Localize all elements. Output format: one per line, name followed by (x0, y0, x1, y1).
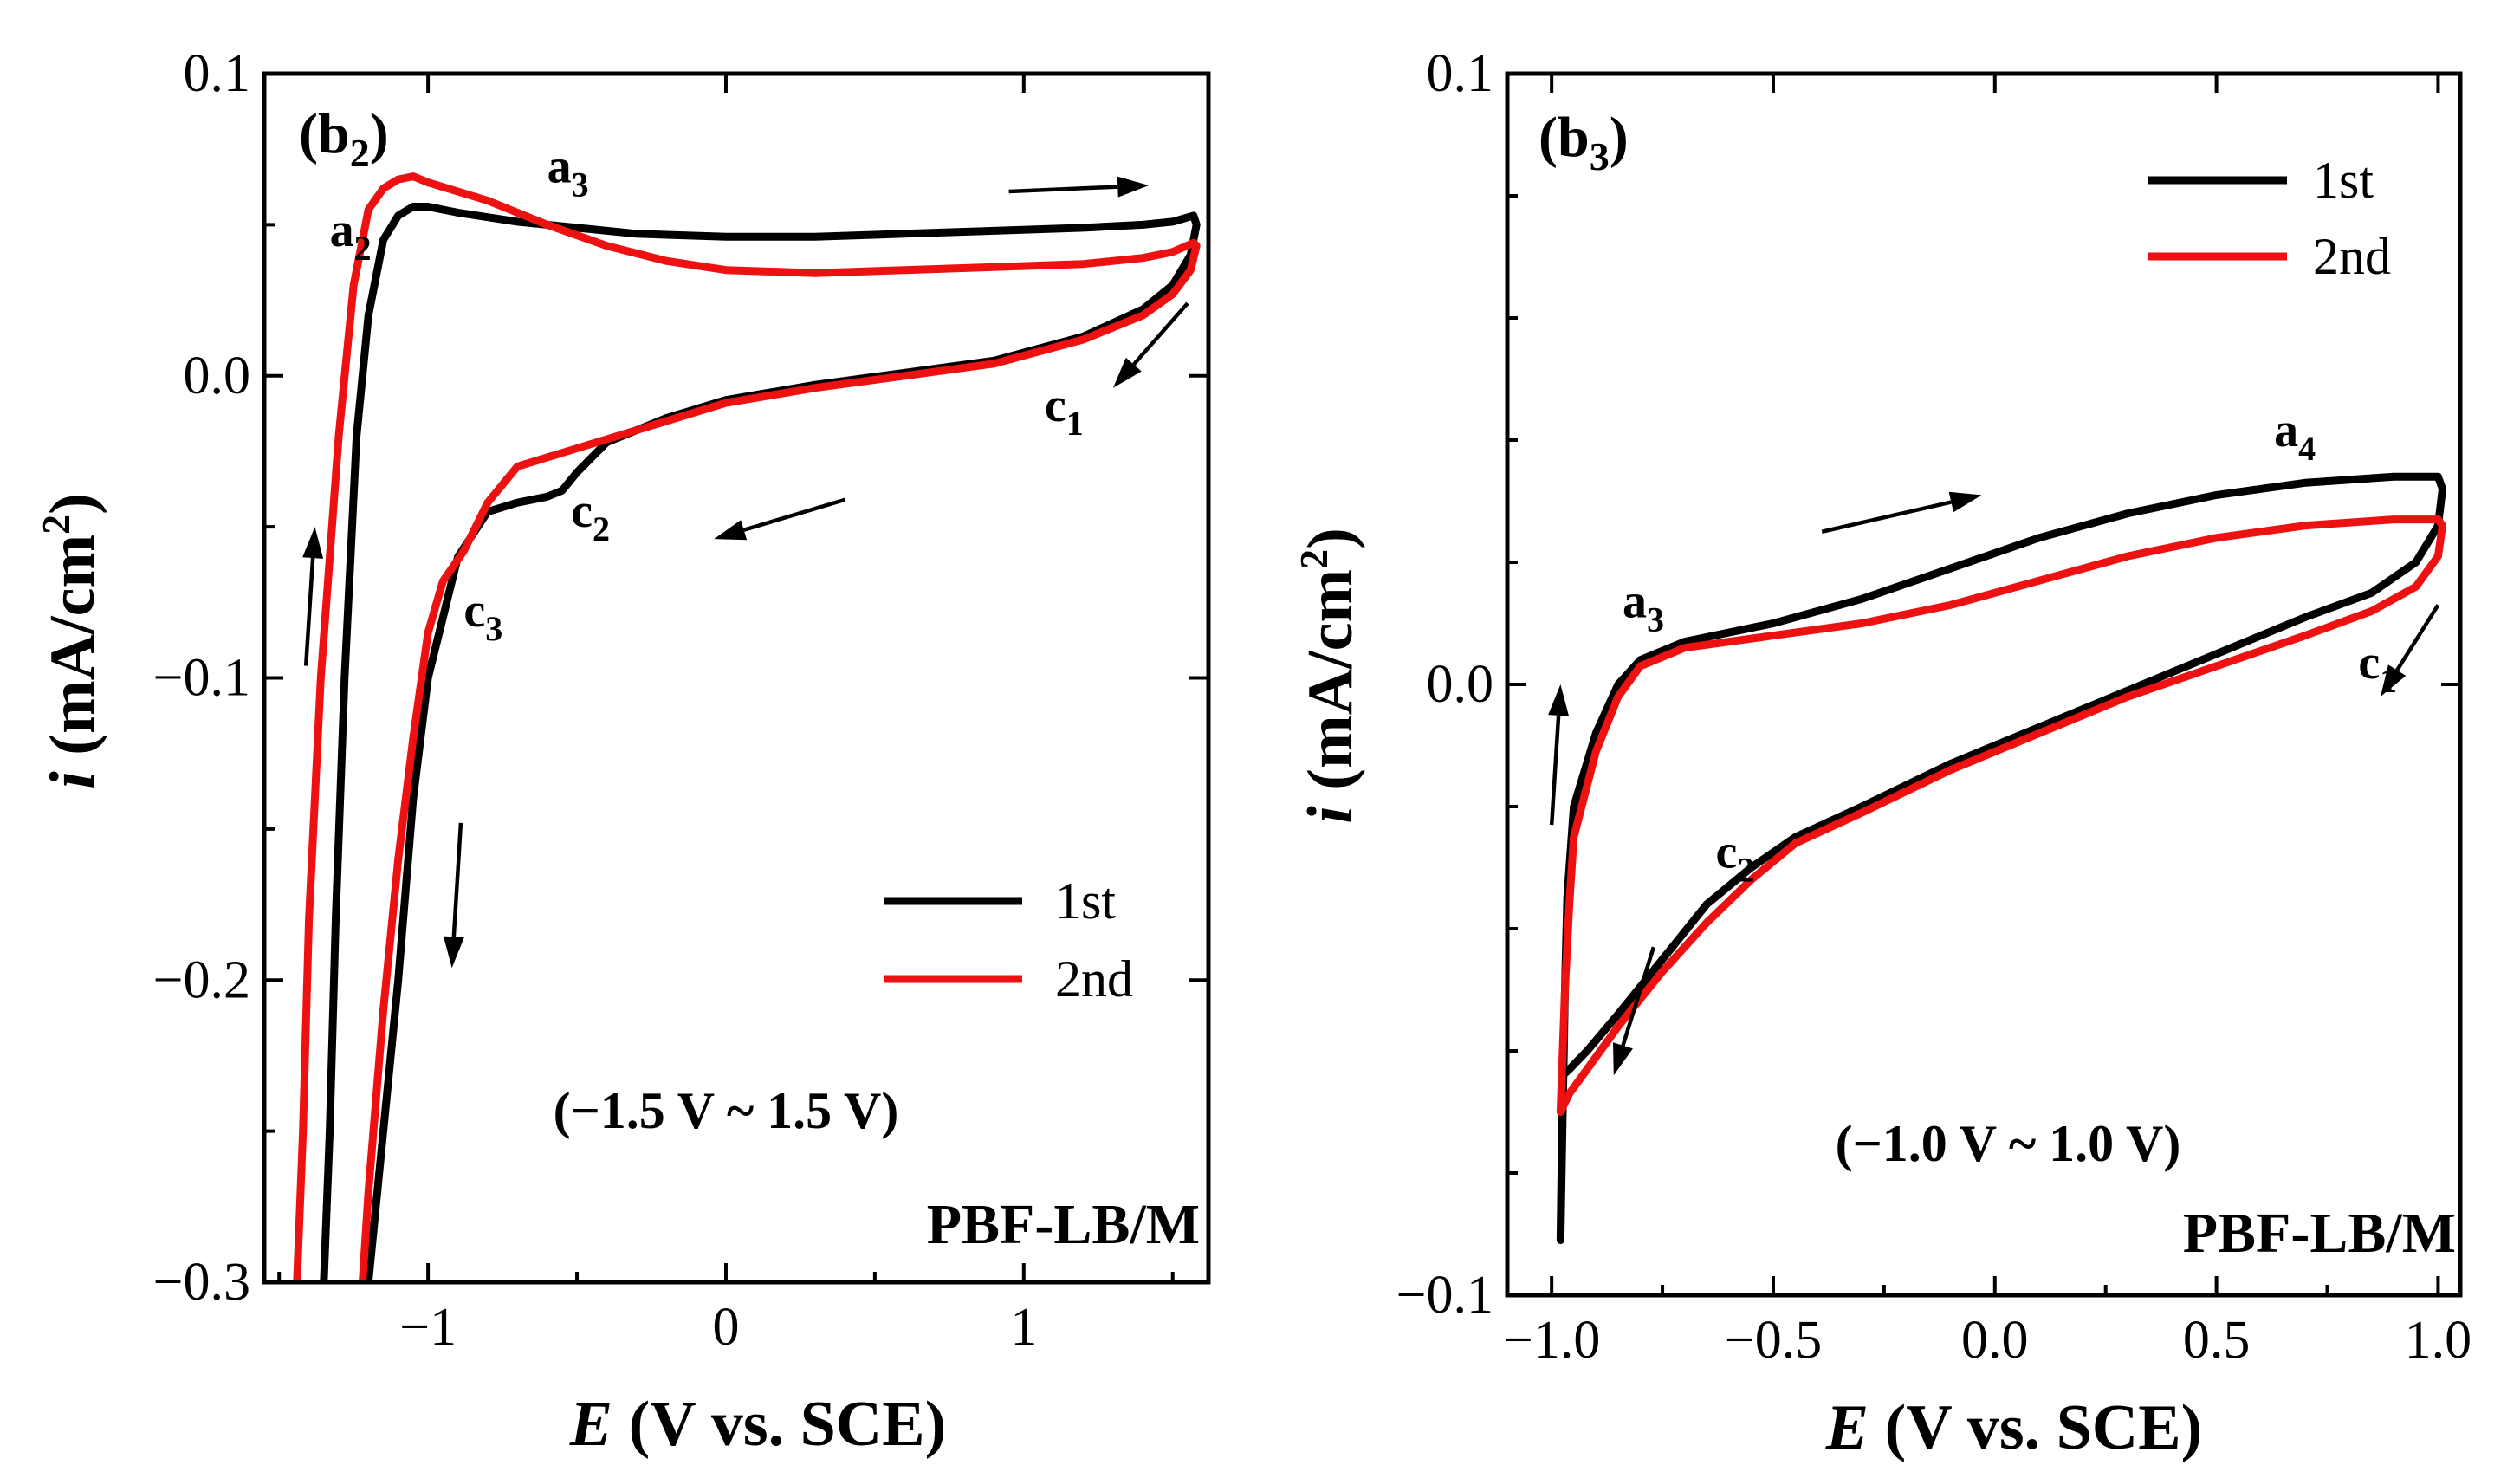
y-tick-label: 0.1 (184, 44, 251, 103)
direction-arrow (1613, 946, 1655, 1076)
series-2nd-curve (293, 172, 1201, 1282)
annotations-group: a3 a4 c1 c2 (1623, 404, 2397, 889)
y-tick-label: 0.0 (1427, 655, 1494, 714)
peak-label-c3: c3 (463, 584, 502, 648)
potential-range-label: (−1.5 V ~ 1.5 V) (554, 1082, 899, 1139)
legend: 1st 2nd (884, 872, 1133, 1008)
peak-label-c2: c2 (571, 484, 610, 548)
panel-label: (b3) (1539, 106, 1629, 178)
x-tick-label: 0.0 (1961, 1311, 2029, 1370)
x-tick-label: −0.5 (1725, 1311, 1822, 1370)
direction-arrow (443, 822, 464, 969)
peak-label-c1: c1 (1045, 379, 1084, 443)
sample-label: PBF-LB/M (2183, 1202, 2456, 1265)
peak-label-c2: c2 (1715, 826, 1754, 890)
x-tick-label: 1 (1010, 1298, 1037, 1357)
x-tick-label: 0 (712, 1298, 739, 1357)
y-tick-label: −0.1 (153, 649, 250, 708)
x-axis-title: E (V vs. SCE) (569, 1389, 947, 1460)
y-tick-label: −0.1 (1396, 1266, 1493, 1325)
legend: 1st 2nd (2148, 152, 2391, 285)
direction-arrow (2380, 604, 2440, 697)
y-tick-label: 0.1 (1427, 44, 1494, 103)
peak-label-a3: a3 (1623, 574, 1664, 639)
y-tick-label: −0.2 (153, 950, 250, 1009)
annotations-group: a2 a3 c1 c2 c3 (330, 140, 1084, 649)
y-axis-title: i (mA/cm2) (34, 493, 108, 789)
series-2nd-curve (1556, 515, 2446, 1116)
x-axis-title: E (V vs. SCE) (1825, 1392, 2203, 1463)
svg-text:E (V vs. SCE): E (V vs. SCE) (1825, 1392, 2203, 1463)
direction-arrow (1008, 176, 1150, 198)
sample-label: PBF-LB/M (927, 1193, 1200, 1256)
plot-frame (262, 71, 1211, 1285)
svg-text:i (mA/cm2): i (mA/cm2) (34, 493, 108, 789)
series-1st-curve (320, 203, 1201, 1282)
y-axis-title: i (mA/cm2) (1292, 528, 1366, 824)
y-tick-label: −0.3 (153, 1253, 250, 1312)
curves-group (293, 172, 1201, 1282)
ticks-group: −1 0 1 −0.3 −0.2 −0.1 0.0 0.1 (153, 44, 1208, 1357)
legend-label-1st: 1st (1055, 872, 1116, 930)
curves-group (1556, 472, 2446, 1244)
direction-arrow (714, 497, 846, 541)
chart-panel-b3: i (mA/cm2) E (V vs. SCE) −1.0 −0.5 0.0 0.5 1… (1292, 44, 2471, 1463)
direction-arrow (1112, 301, 1189, 388)
svg-text:i (mA/cm2): i (mA/cm2) (1292, 528, 1366, 824)
x-tick-label: 0.5 (2183, 1311, 2251, 1370)
direction-arrow (302, 527, 324, 666)
x-tick-label: −1.0 (1503, 1311, 1600, 1370)
y-tick-label: 0.0 (184, 347, 251, 405)
ticks-group: −1.0 −0.5 0.0 0.5 1.0 −0.1 0.0 0.1 (1396, 44, 2472, 1370)
direction-arrow (1821, 491, 1982, 534)
chart-panel-b2: i (mA/cm2) E (V vs. SCE) −1 0 1 −0.3 −0.2 −0.… (34, 44, 1211, 1460)
peak-label-a3: a3 (547, 140, 589, 204)
peak-label-a4: a4 (2274, 404, 2316, 468)
arrows-group (302, 176, 1189, 969)
legend-label-2nd: 2nd (1055, 950, 1133, 1008)
direction-arrow (1548, 684, 1570, 826)
peak-label-c1: c1 (2358, 636, 2397, 700)
arrows-group (1548, 491, 2440, 1076)
x-tick-label: −1 (399, 1298, 457, 1357)
peak-label-a2: a2 (330, 204, 372, 268)
x-tick-label: 1.0 (2405, 1311, 2472, 1370)
panel-label: (b2) (299, 102, 389, 175)
legend-label-1st: 1st (2313, 152, 2374, 209)
svg-text:E (V vs. SCE): E (V vs. SCE) (569, 1389, 947, 1460)
legend-label-2nd: 2nd (2313, 228, 2391, 285)
potential-range-label: (−1.0 V ~ 1.0 V) (1836, 1115, 2181, 1172)
plot-frame (1505, 71, 2463, 1298)
series-1st-curve (1556, 472, 2446, 1244)
